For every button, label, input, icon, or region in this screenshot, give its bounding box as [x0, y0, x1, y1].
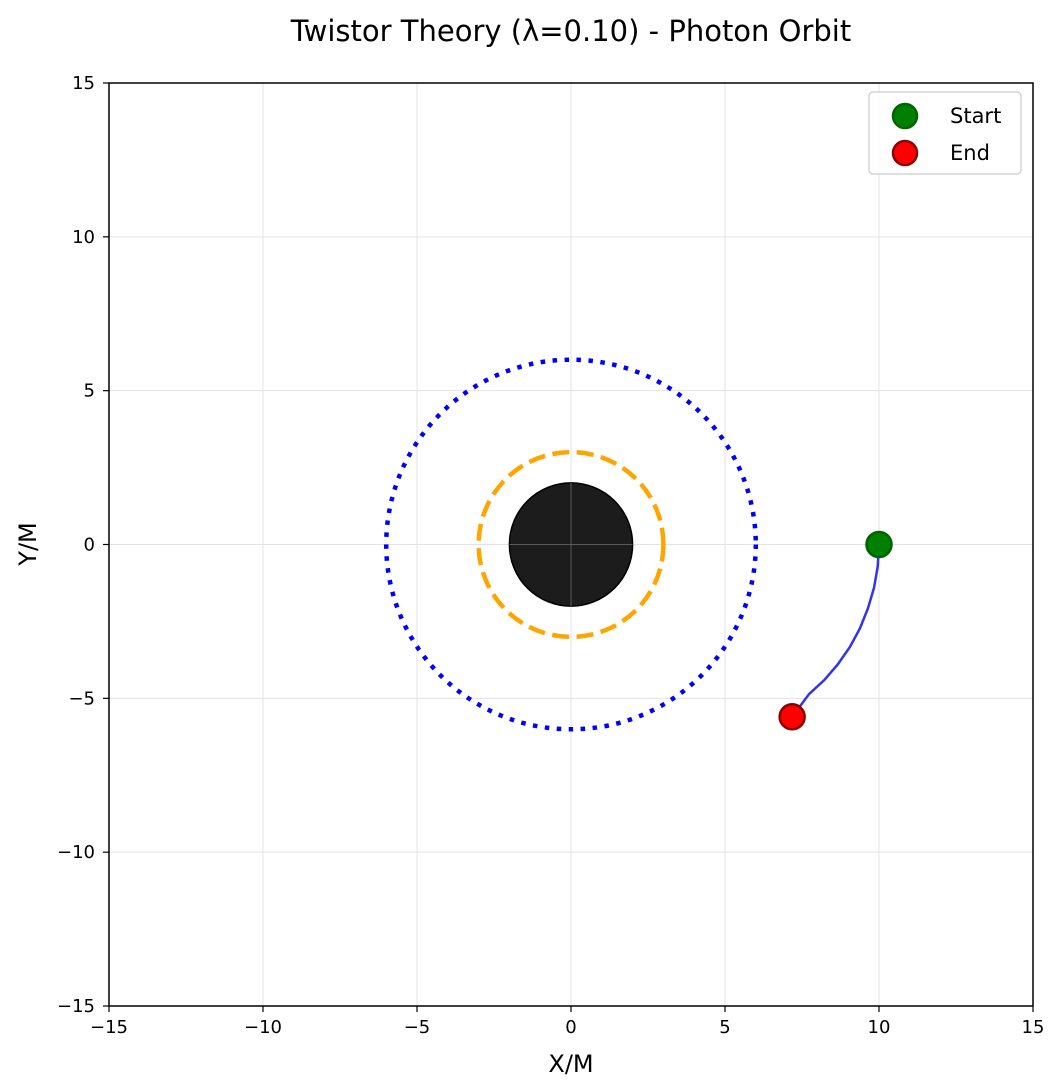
plot-area	[383, 357, 893, 732]
legend: Start End	[868, 91, 1022, 175]
chart-title: Twistor Theory (λ=0.10) - Photon Orbit	[290, 14, 852, 48]
y-tick-label-0: −15	[57, 996, 95, 1017]
y-tick-label-1: −10	[57, 842, 95, 863]
x-tick-label-6: 15	[1022, 1017, 1045, 1038]
legend-end-marker	[891, 139, 919, 167]
y-tick-label-3: 0	[84, 535, 95, 556]
legend-start-label: Start	[950, 104, 1001, 128]
legend-end-label: End	[950, 141, 990, 165]
x-tick-label-4: 5	[719, 1017, 730, 1038]
photon-sphere-circle	[476, 449, 666, 640]
x-tick-label-2: −5	[404, 1017, 431, 1038]
orbit-path	[791, 544, 881, 718]
y-tick-label-5: 10	[72, 227, 95, 248]
end-point-marker	[778, 703, 806, 731]
x-tick-label-0: −15	[90, 1017, 128, 1038]
legend-start-marker	[891, 102, 919, 130]
y-tick-label-6: 15	[72, 73, 95, 94]
x-tick-label-1: −10	[244, 1017, 282, 1038]
x-axis-title: X/M	[548, 1050, 593, 1078]
x-tick-label-3: 0	[565, 1017, 576, 1038]
axis-ticks: −15 −10 −5 0 5 10 15 −15 −10 −5 0 5 10 15	[57, 73, 1044, 1038]
isco-circle	[383, 357, 759, 732]
y-tick-label-4: 5	[84, 381, 95, 402]
y-axis-title: Y/M	[14, 522, 42, 566]
start-point-marker	[865, 530, 893, 559]
x-tick-label-5: 10	[868, 1017, 891, 1038]
y-tick-label-2: −5	[68, 688, 95, 709]
